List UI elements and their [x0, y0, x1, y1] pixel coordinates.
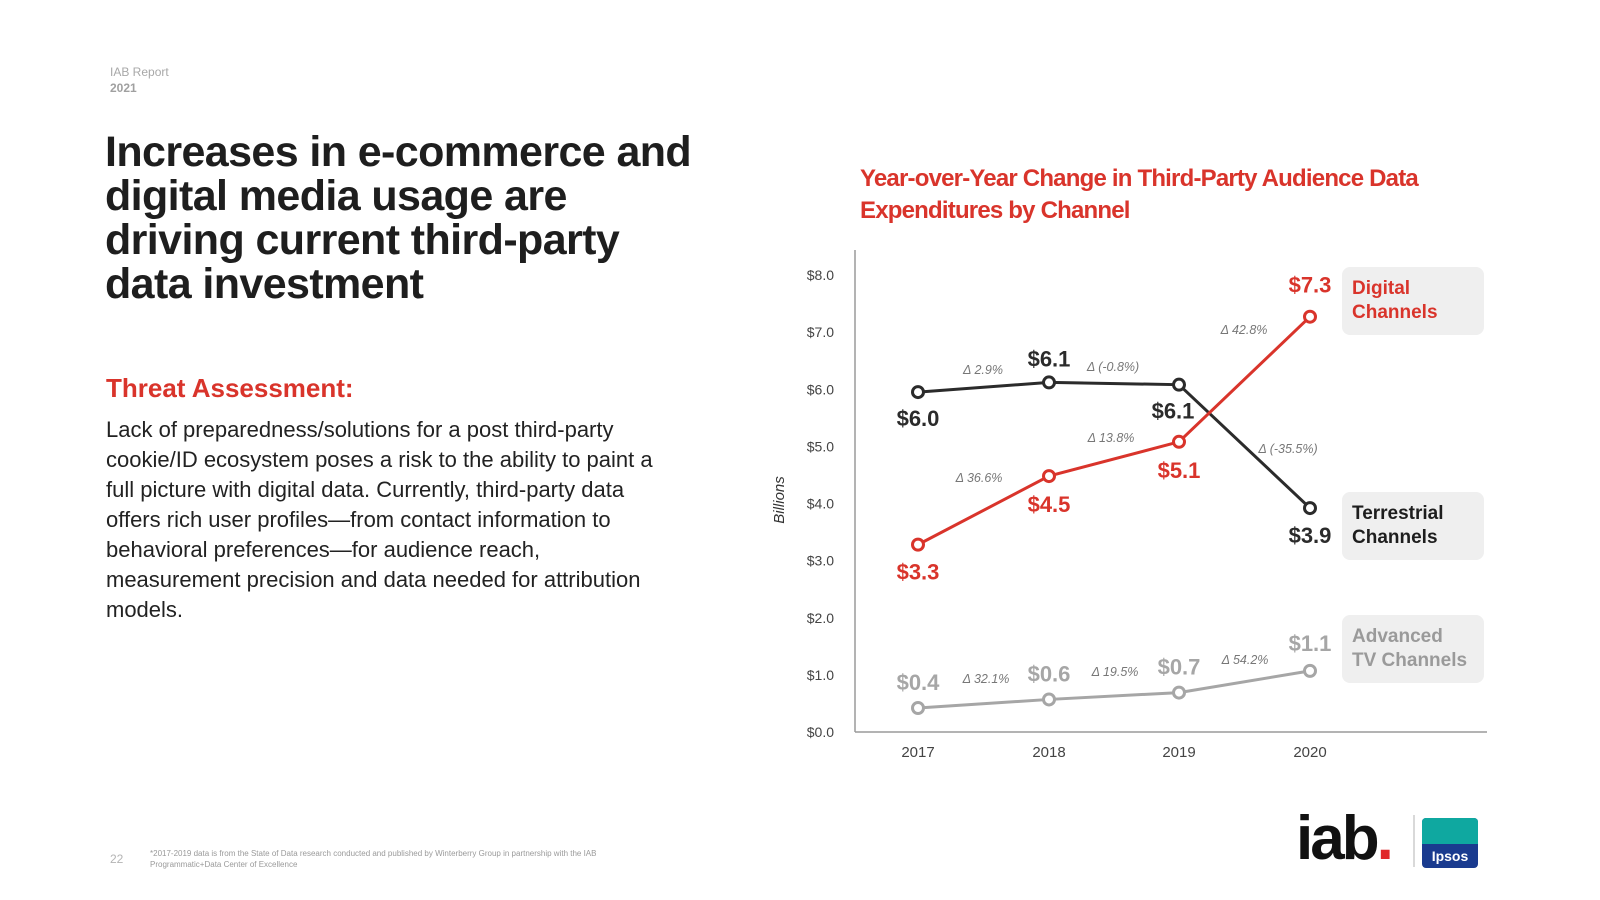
y-tick-label: $1.0 [807, 667, 834, 683]
data-label-terrestrial: $6.1 [1152, 399, 1195, 424]
data-point-digital [1303, 309, 1317, 324]
series-line-digital [917, 315, 1312, 546]
y-tick-label: $3.0 [807, 553, 834, 569]
data-label-advanced: $0.7 [1158, 655, 1201, 680]
data-label-advanced: $0.6 [1028, 661, 1071, 686]
x-tick-labels: 2017 2018 2019 2020 [901, 744, 1326, 761]
chart-axes [854, 250, 1487, 733]
report-label: IAB Report [110, 65, 169, 79]
data-label-digital: $7.3 [1289, 273, 1332, 298]
series-line-advanced [917, 669, 1311, 710]
x-tick-label: 2019 [1162, 744, 1195, 761]
y-tick-label: $0.0 [807, 724, 834, 740]
iab-logo-text: iab [1296, 804, 1380, 873]
change-label-terrestrial: Δ 2.9% [962, 363, 1003, 377]
ipsos-logo-band [1422, 818, 1478, 844]
legend-advanced-tv-channels: Advanced TV Channels [1342, 615, 1484, 683]
chart-title: Year-over-Year Change in Third-Party Aud… [860, 165, 1419, 224]
data-point-advanced [911, 701, 925, 716]
y-tick-label: $8.0 [807, 267, 834, 283]
data-point-advanced [1172, 685, 1186, 700]
y-tick-label: $7.0 [807, 324, 834, 340]
legend-terrestrial-line1: Terrestrial [1352, 503, 1444, 524]
y-tick-label: $5.0 [807, 438, 834, 454]
change-label-terrestrial: Δ (-0.8%) [1086, 360, 1139, 374]
data-point-terrestrial [1042, 375, 1056, 390]
x-tick-label: 2018 [1032, 744, 1065, 761]
data-label-terrestrial: $6.1 [1028, 346, 1071, 371]
y-tick-label: $4.0 [807, 496, 834, 512]
footnote: *2017-2019 data is from the State of Dat… [150, 849, 597, 869]
data-point-terrestrial [911, 385, 925, 400]
legend-terrestrial-line2: Channels [1352, 527, 1438, 548]
iab-logo-dot: . [1376, 804, 1394, 873]
legend-digital-channels: Digital Channels [1342, 267, 1484, 335]
change-label-digital: Δ 36.6% [955, 471, 1003, 485]
data-point-digital [1172, 434, 1186, 449]
change-label-advanced: Δ 19.5% [1091, 665, 1139, 679]
y-tick-label: $2.0 [807, 610, 834, 626]
x-tick-label: 2017 [901, 744, 934, 761]
data-label-terrestrial: $3.9 [1289, 523, 1332, 548]
chart-data-labels: $6.0 $6.1 $6.1 $3.9 Δ 2.9% Δ (-0.8%) Δ (-35.5%… [897, 273, 1332, 695]
data-point-advanced [1042, 692, 1056, 707]
data-point-terrestrial [1303, 501, 1317, 516]
legend-terrestrial-channels: Terrestrial Channels [1342, 492, 1484, 560]
threat-assessment-body: Lack of preparedness/solutions for a pos… [106, 417, 653, 622]
y-tick-labels: $0.0 $1.0 $2.0 $3.0 $4.0 $5.0 $6.0 $7.0 $8.0 Bill… [771, 267, 834, 740]
report-year: 2021 [110, 81, 137, 95]
data-label-advanced: $1.1 [1289, 631, 1332, 656]
series-line-terrestrial [917, 380, 1312, 510]
change-label-terrestrial: Δ (-35.5%) [1257, 442, 1317, 456]
data-label-digital: $5.1 [1158, 458, 1201, 483]
iab-logo: iab. [1296, 808, 1394, 870]
page-title: Increases in e-commerce and digital medi… [105, 128, 692, 308]
report-tag: IAB Report 2021 [110, 64, 169, 96]
data-point-advanced [1303, 663, 1317, 678]
data-label-terrestrial: $6.0 [897, 406, 940, 431]
ipsos-logo-text: Ipsos [1431, 848, 1469, 864]
threat-assessment-title: Threat Assessment: [106, 373, 354, 403]
change-label-digital: Δ 42.8% [1220, 323, 1268, 337]
legend-digital-line2: Channels [1352, 302, 1438, 323]
change-label-digital: Δ 13.8% [1087, 431, 1135, 445]
logo-divider [1413, 815, 1415, 867]
y-axis-title: Billions [771, 476, 788, 524]
change-label-advanced: Δ 54.2% [1221, 653, 1269, 667]
legend-advanced-line2: TV Channels [1352, 650, 1468, 671]
legend-digital-line1: Digital [1352, 278, 1411, 299]
x-tick-label: 2020 [1293, 744, 1326, 761]
data-point-digital [911, 537, 925, 552]
legend-advanced-line1: Advanced [1352, 626, 1443, 647]
page-number: 22 [110, 852, 124, 866]
data-point-terrestrial [1172, 377, 1186, 392]
data-label-digital: $3.3 [897, 560, 940, 585]
ipsos-logo: Ipsos [1422, 818, 1478, 868]
data-point-digital [1042, 469, 1056, 484]
change-label-advanced: Δ 32.1% [962, 672, 1010, 686]
chart-series [911, 309, 1317, 716]
data-label-advanced: $0.4 [897, 670, 941, 695]
y-tick-label: $6.0 [807, 381, 834, 397]
data-label-digital: $4.5 [1028, 492, 1071, 517]
